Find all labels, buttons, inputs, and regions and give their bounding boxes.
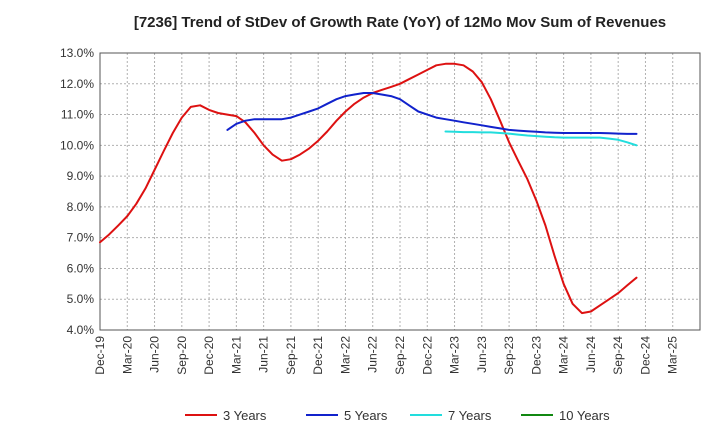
x-tick-label: Dec-21	[311, 336, 325, 375]
y-tick-label: 13.0%	[60, 46, 94, 60]
x-tick-label: Jun-20	[148, 336, 162, 373]
legend-label: 10 Years	[559, 408, 610, 423]
y-tick-label: 12.0%	[60, 77, 94, 91]
x-tick-label: Mar-25	[666, 336, 680, 374]
x-tick-label: Mar-24	[557, 336, 571, 374]
x-tick-label: Jun-24	[584, 336, 598, 373]
legend-label: 7 Years	[448, 408, 492, 423]
x-tick-label: Sep-24	[611, 336, 625, 375]
x-tick-label: Jun-21	[257, 336, 271, 373]
y-tick-label: 11.0%	[61, 108, 94, 122]
x-tick-label: Sep-21	[284, 336, 298, 375]
series-line-5-years	[226, 92, 638, 135]
y-tick-label: 4.0%	[67, 323, 95, 337]
y-tick-label: 7.0%	[67, 231, 95, 245]
x-tick-label: Dec-24	[638, 336, 652, 375]
x-tick-label: Jun-22	[366, 336, 380, 373]
x-tick-label: Dec-22	[420, 336, 434, 375]
series-line-7-years	[444, 130, 638, 147]
series-line-3-years	[99, 62, 638, 315]
legend-label: 5 Years	[344, 408, 388, 423]
y-tick-label: 10.0%	[60, 138, 94, 152]
y-tick-label: 6.0%	[67, 261, 95, 275]
y-tick-label: 9.0%	[67, 169, 95, 183]
x-tick-label: Mar-22	[338, 336, 352, 374]
x-tick-label: Sep-20	[175, 336, 189, 375]
x-tick-label: Dec-23	[529, 336, 543, 375]
x-tick-label: Mar-21	[229, 336, 243, 374]
x-tick-label: Dec-20	[202, 336, 216, 375]
x-tick-label: Mar-23	[448, 336, 462, 374]
x-tick-label: Sep-23	[502, 336, 516, 375]
x-tick-label: Mar-20	[120, 336, 134, 374]
x-tick-label: Sep-22	[393, 336, 407, 375]
x-tick-label: Dec-19	[93, 336, 107, 375]
chart-title: [7236] Trend of StDev of Growth Rate (Yo…	[133, 14, 667, 31]
y-tick-label: 5.0%	[67, 292, 95, 306]
y-tick-label: 8.0%	[67, 200, 95, 214]
x-tick-label: Jun-23	[475, 336, 489, 373]
legend-label: 3 Years	[223, 408, 267, 423]
plot-border	[99, 52, 701, 331]
